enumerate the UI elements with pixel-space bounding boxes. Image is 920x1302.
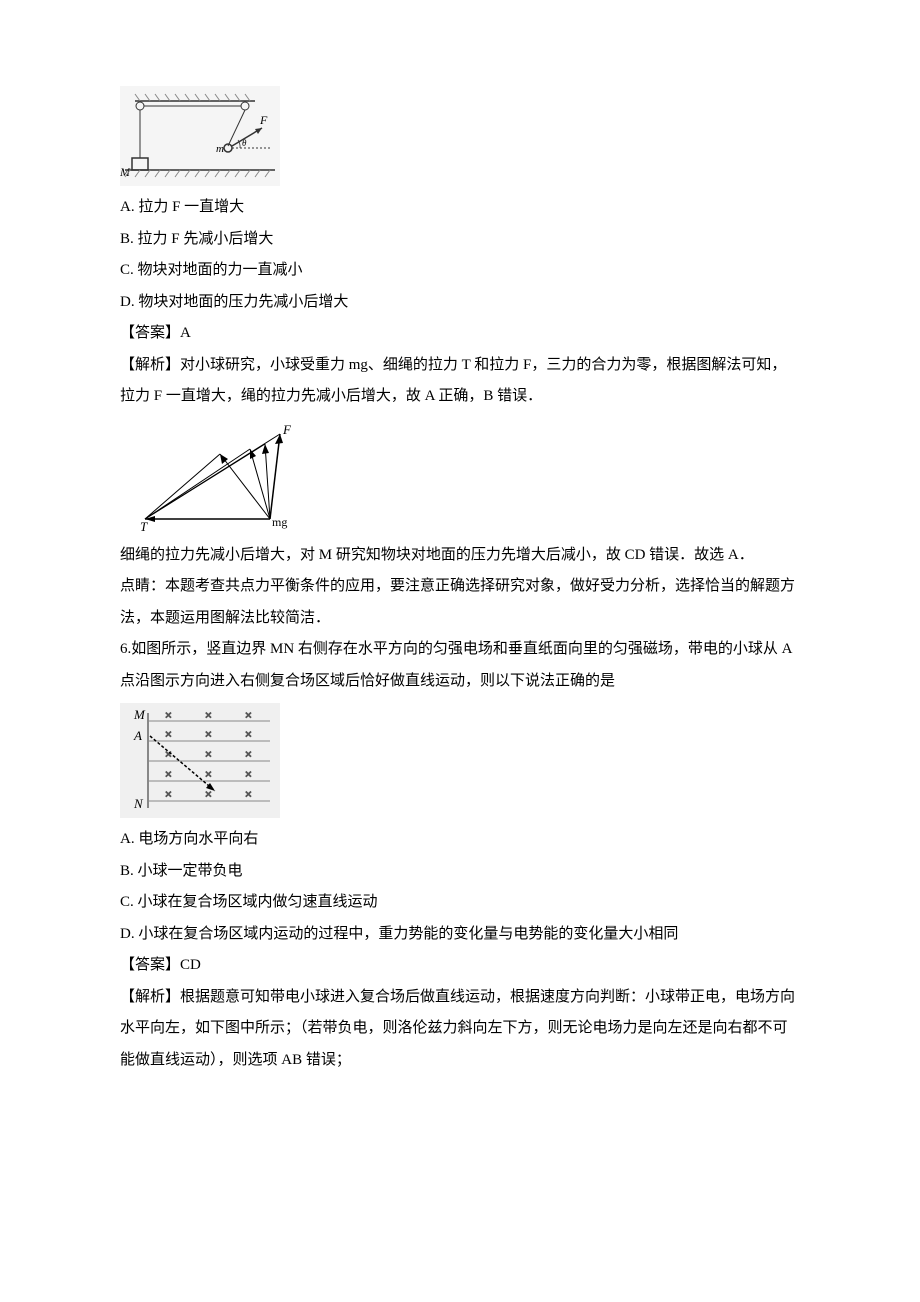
q5-figure1: m F θ M bbox=[120, 86, 800, 186]
svg-text:M: M bbox=[133, 707, 146, 722]
q5-explain1: 【解析】对小球研究，小球受重力 mg、细绳的拉力 T 和拉力 F，三力的合力为零… bbox=[120, 350, 800, 413]
q6-option-a: A. 电场方向水平向右 bbox=[120, 824, 800, 856]
svg-text:×: × bbox=[205, 747, 212, 761]
svg-text:mg: mg bbox=[272, 515, 287, 529]
svg-text:×: × bbox=[245, 727, 252, 741]
svg-text:×: × bbox=[165, 787, 172, 801]
q5-option-a: A. 拉力 F 一直增大 bbox=[120, 192, 800, 224]
q5-answer: 【答案】A bbox=[120, 318, 800, 350]
svg-text:T: T bbox=[140, 519, 148, 534]
q5-option-c: C. 物块对地面的力一直减小 bbox=[120, 255, 800, 287]
svg-text:×: × bbox=[245, 787, 252, 801]
svg-text:m: m bbox=[216, 143, 224, 155]
svg-text:×: × bbox=[165, 708, 172, 722]
q5-option-d: D. 物块对地面的压力先减小后增大 bbox=[120, 287, 800, 319]
svg-text:×: × bbox=[205, 767, 212, 781]
q6-figure: M A N ××× ××× ××× ××× ××× bbox=[120, 703, 800, 818]
q6-option-d: D. 小球在复合场区域内运动的过程中，重力势能的变化量与电势能的变化量大小相同 bbox=[120, 919, 800, 951]
q6-stem: 6.如图所示，竖直边界 MN 右侧存在水平方向的匀强电场和垂直纸面向里的匀强磁场… bbox=[120, 634, 800, 697]
q5-figure2: T mg F bbox=[120, 419, 800, 534]
q6-explain: 【解析】根据题意可知带电小球进入复合场后做直线运动，根据速度方向判断：小球带正电… bbox=[120, 982, 800, 1077]
document-content: m F θ M bbox=[120, 86, 800, 1076]
q6-answer: 【答案】CD bbox=[120, 950, 800, 982]
q5-note: 点睛：本题考查共点力平衡条件的应用，要注意正确选择研究对象，做好受力分析，选择恰… bbox=[120, 571, 800, 634]
svg-text:×: × bbox=[245, 708, 252, 722]
svg-text:×: × bbox=[245, 747, 252, 761]
q6-option-b: B. 小球一定带负电 bbox=[120, 856, 800, 888]
svg-text:N: N bbox=[133, 796, 144, 811]
q5-option-b: B. 拉力 F 先减小后增大 bbox=[120, 224, 800, 256]
svg-text:×: × bbox=[245, 767, 252, 781]
svg-text:A: A bbox=[133, 728, 142, 743]
svg-text:×: × bbox=[165, 767, 172, 781]
svg-text:θ: θ bbox=[242, 138, 247, 148]
svg-text:×: × bbox=[205, 727, 212, 741]
svg-text:F: F bbox=[282, 422, 292, 437]
q5-explain2: 细绳的拉力先减小后增大，对 M 研究知物块对地面的压力先增大后减小，故 CD 错… bbox=[120, 540, 800, 572]
svg-text:×: × bbox=[205, 708, 212, 722]
svg-text:×: × bbox=[165, 727, 172, 741]
svg-text:F: F bbox=[259, 113, 268, 127]
q6-option-c: C. 小球在复合场区域内做匀速直线运动 bbox=[120, 887, 800, 919]
